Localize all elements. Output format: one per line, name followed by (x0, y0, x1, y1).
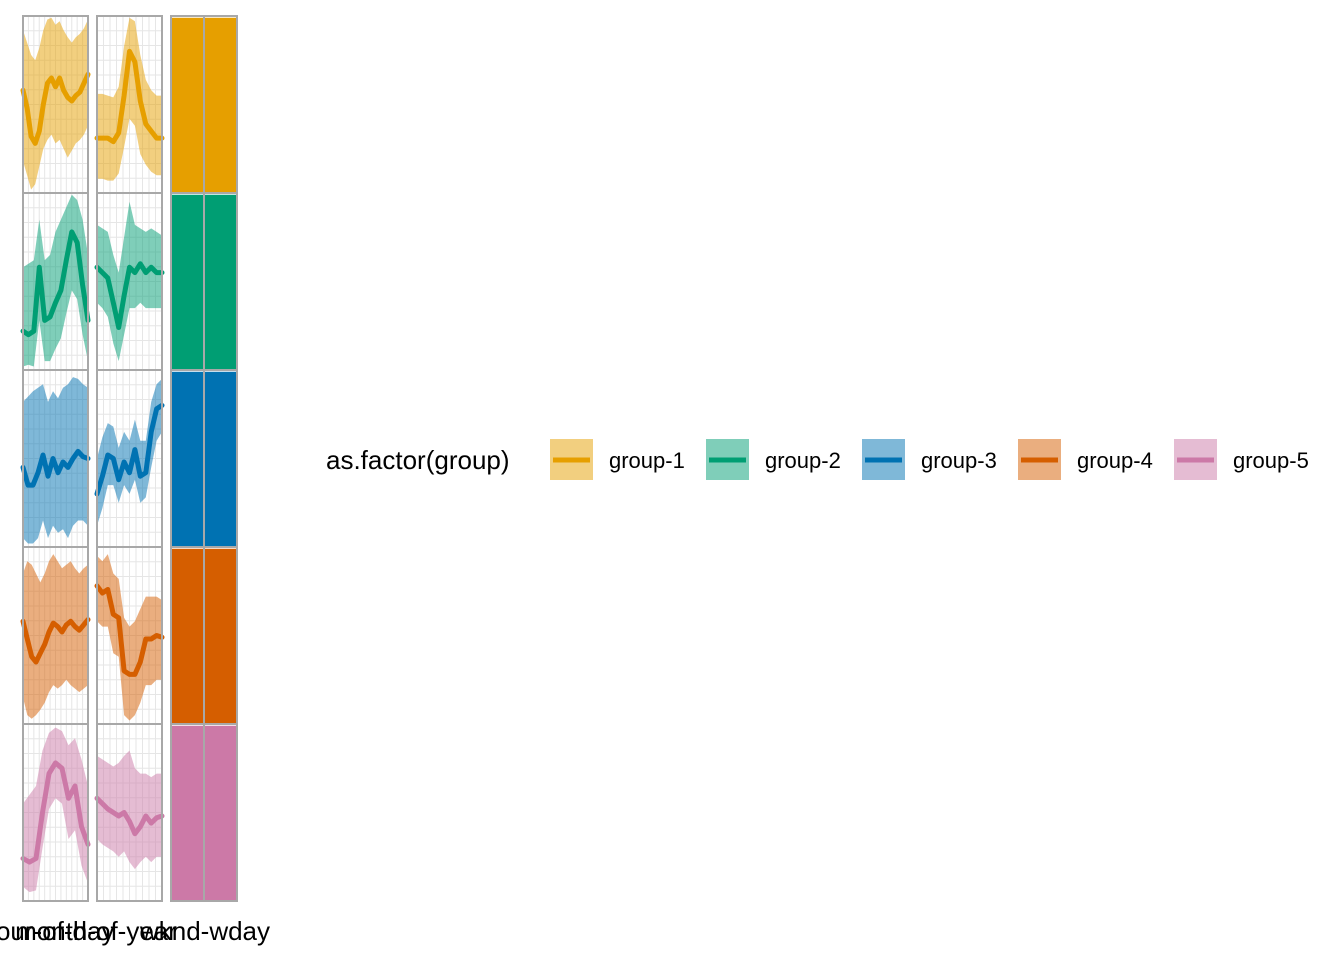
line-group-4-hour-of-day (20, 617, 91, 665)
panel-group-1-hour-of-day (20, 15, 91, 194)
x-axis-labels: hour-of-day month-of-year wknd-wday (0, 916, 270, 946)
ribbon-group-3-month-of-year (97, 378, 162, 526)
legend: as.factor(group) group-1 group-2 group-3 gr… (326, 439, 1309, 480)
ribbon-group-4-month-of-year (97, 554, 162, 721)
panel-group-3-wknd-wday (170, 369, 238, 548)
line-group-3-month-of-year (94, 402, 165, 497)
panel-group-2-hour-of-day (20, 192, 91, 371)
legend-item-group-4: group-4 (1018, 439, 1153, 480)
panel-group-2-month-of-year (94, 192, 165, 371)
line-group-2-month-of-year (94, 261, 165, 330)
facet-panels (20, 15, 238, 902)
line-group-2-hour-of-day (20, 229, 91, 338)
x-axis-label-month-of-year: month-of-year (15, 916, 177, 946)
legend-label-group-3: group-3 (921, 448, 997, 473)
panel-group-4-wknd-wday (170, 546, 238, 725)
panel-border (96, 723, 163, 902)
legend-item-group-2: group-2 (706, 439, 841, 480)
bar-group-4-wknd (171, 548, 204, 724)
line-group-3-hour-of-day (20, 448, 91, 488)
ribbon-group-4-hour-of-day (23, 554, 88, 719)
legend-label-group-5: group-5 (1233, 448, 1309, 473)
line-group-1-hour-of-day (20, 71, 91, 146)
line-group-5-hour-of-day (20, 760, 91, 865)
panel-group-4-month-of-year (94, 546, 165, 725)
legend-title: as.factor(group) (326, 445, 510, 475)
legend-item-group-1: group-1 (550, 439, 685, 480)
panel-group-5-month-of-year (94, 723, 165, 902)
ribbon-group-2-month-of-year (97, 201, 162, 362)
panel-group-5-hour-of-day (20, 723, 91, 902)
ribbon-group-5-month-of-year (97, 750, 162, 870)
bar-group-1-wday (204, 17, 237, 193)
bar-group-2-wknd (171, 194, 204, 370)
panel-border (170, 723, 238, 902)
panel-group-1-wknd-wday (170, 15, 238, 194)
line-group-5-month-of-year (94, 795, 165, 837)
legend-label-group-4: group-4 (1077, 448, 1153, 473)
legend-item-group-5: group-5 (1174, 439, 1309, 480)
bar-group-3-wknd (171, 371, 204, 547)
panel-border (22, 723, 89, 902)
panel-group-2-wknd-wday (170, 192, 238, 371)
bar-group-3-wday (204, 371, 237, 547)
panel-group-4-hour-of-day (20, 546, 91, 725)
legend-label-group-1: group-1 (609, 448, 685, 473)
panel-group-3-month-of-year (94, 369, 165, 548)
x-axis-label-hour-of-day: hour-of-day (0, 916, 114, 946)
bar-group-5-wday (204, 725, 237, 901)
panel-group-3-hour-of-day (20, 369, 91, 548)
bar-group-1-wknd (171, 17, 204, 193)
panel-group-1-month-of-year (94, 15, 165, 194)
legend-item-group-3: group-3 (862, 439, 997, 480)
bar-group-2-wday (204, 194, 237, 370)
bar-group-5-wknd (171, 725, 204, 901)
bar-group-4-wday (204, 548, 237, 724)
panel-group-5-wknd-wday (170, 723, 238, 902)
line-group-4-month-of-year (94, 583, 165, 677)
x-axis-label-wknd-wday: wknd-wday (139, 916, 270, 946)
line-group-1-month-of-year (94, 48, 165, 145)
ribbon-group-1-hour-of-day (23, 17, 88, 190)
legend-label-group-2: group-2 (765, 448, 841, 473)
